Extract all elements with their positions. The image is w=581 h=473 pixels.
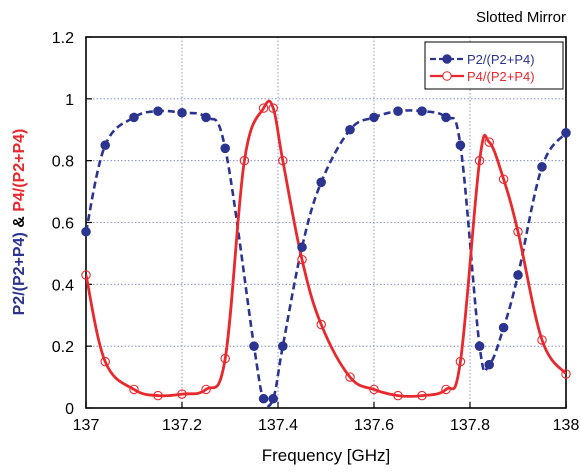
data-point-p4 — [345, 372, 355, 382]
data-point-p4 — [484, 137, 494, 147]
x-tick-label: 137.2 — [162, 417, 202, 434]
legend-marker-p2 — [442, 54, 452, 64]
grid — [85, 36, 567, 409]
data-point-p4 — [441, 384, 451, 395]
data-point-p4 — [369, 384, 379, 395]
data-point-p4 — [474, 155, 485, 166]
x-tick-label: 137 — [73, 417, 100, 434]
y-axis-label: P2/(P2+P4) & P4/(P2+P4) — [11, 129, 28, 316]
data-point-p2 — [153, 106, 163, 116]
y-tick-label: 0.4 — [52, 277, 74, 294]
data-point-p4 — [316, 319, 326, 330]
data-point-p4 — [220, 353, 230, 364]
data-point-p2 — [177, 107, 187, 118]
data-point-p2 — [417, 106, 427, 116]
data-point-p2 — [484, 359, 495, 370]
data-point-p2 — [201, 112, 211, 123]
data-point-p2 — [258, 393, 269, 404]
data-point-p2 — [100, 140, 110, 151]
data-point-p2 — [297, 242, 307, 253]
x-tick-label: 137.8 — [450, 417, 490, 434]
y-tick-label: 1 — [65, 92, 74, 109]
legend-marker-p4 — [442, 71, 452, 81]
data-point-p4 — [153, 390, 163, 401]
data-point-p4 — [177, 389, 187, 399]
data-point-p4 — [258, 103, 269, 113]
legend-label-p2: P2/(P2+P4) — [467, 52, 535, 67]
series-line-p2 — [86, 109, 566, 408]
data-point-p4 — [81, 270, 91, 280]
y-axis-label-amp: & — [11, 212, 28, 232]
plot-frame — [85, 36, 567, 409]
x-axis-label: Frequency [GHz] — [262, 446, 391, 465]
data-point-p2 — [455, 140, 466, 151]
data-point-p4 — [393, 390, 403, 401]
data-point-p2 — [561, 128, 571, 138]
data-point-p2 — [537, 162, 547, 172]
data-point-p2 — [393, 106, 403, 116]
data-point-p4 — [129, 384, 139, 395]
x-tick-label: 137.6 — [354, 417, 394, 434]
data-point-p2 — [129, 112, 139, 123]
y-tick-label: 0 — [65, 401, 74, 418]
data-point-p2 — [441, 112, 451, 123]
data-point-p2 — [498, 322, 509, 333]
legend: P2/(P2+P4) P4/(P2+P4) — [424, 41, 564, 90]
data-point-p2 — [81, 226, 91, 237]
data-point-p2 — [220, 143, 230, 154]
x-tick-label: 137.4 — [258, 417, 298, 434]
data-point-p2 — [369, 112, 379, 123]
y-tick-label: 0.8 — [52, 154, 74, 171]
axis-ticks: 137 137.2 137.4 137.6 137.8 138 0 0.2 0.4 0.6 0.8 1… — [52, 30, 580, 434]
data-point-p2 — [513, 270, 523, 280]
data-point-p2 — [268, 393, 279, 404]
data-point-p4 — [297, 254, 307, 265]
x-tick-label: 138 — [553, 417, 580, 434]
data-point-p4 — [100, 356, 110, 367]
y-tick-label: 0.2 — [52, 339, 74, 356]
chart-title: Slotted Mirror — [476, 9, 566, 26]
legend-box — [424, 41, 564, 90]
markers-layer — [81, 103, 571, 404]
data-point-p4 — [417, 390, 427, 401]
data-point-p2 — [249, 341, 259, 351]
series-layer — [86, 99, 566, 408]
y-tick-label: 1.2 — [52, 30, 74, 47]
data-point-p4 — [513, 227, 523, 237]
data-point-p4 — [201, 384, 211, 395]
data-point-p4 — [268, 103, 278, 113]
data-point-p4 — [239, 155, 250, 166]
data-point-p2 — [316, 177, 327, 188]
y-axis-label-p4: P4/(P2+P4) — [11, 129, 28, 212]
y-axis-label-p2: P2/(P2+P4) — [11, 232, 28, 315]
series-line-p4 — [86, 99, 566, 398]
data-point-p4 — [455, 356, 466, 367]
data-point-p4 — [561, 369, 571, 379]
data-point-p4 — [278, 155, 288, 166]
data-point-p2 — [474, 341, 485, 351]
data-point-p4 — [498, 174, 509, 184]
data-point-p4 — [537, 335, 547, 345]
data-point-p2 — [345, 124, 355, 135]
legend-label-p4: P4/(P2+P4) — [467, 69, 535, 84]
y-tick-label: 0.6 — [52, 216, 74, 233]
data-point-p2 — [278, 341, 288, 351]
